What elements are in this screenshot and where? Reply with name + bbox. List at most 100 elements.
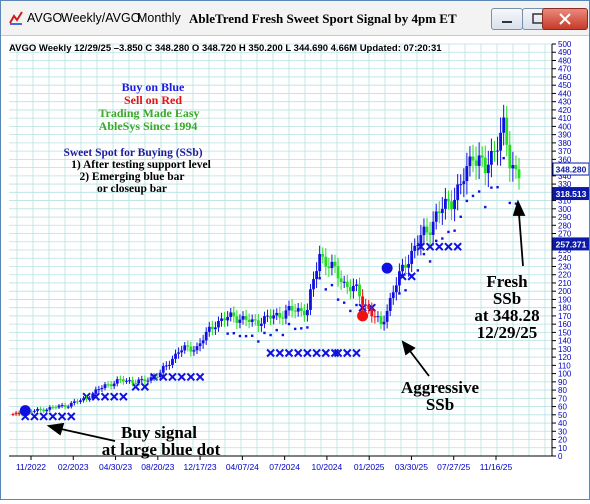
candle-body [103,384,107,389]
close-button[interactable] [542,8,588,30]
candle-body [54,407,58,409]
minimize-icon [502,21,512,23]
y-tick-label: 280 [558,221,572,230]
chart-panel[interactable]: 0 10 20 30 40 50 60 70 80 90 100 110 120 130 140 150 160… [1,36,590,499]
candle-body [514,165,518,170]
support-x-marker [67,412,76,421]
stop-dot [502,156,505,160]
candle-body [499,132,502,151]
legend-block: Buy on Blue Sell on Red Trading Made Eas… [63,80,210,195]
x-tick-label: 04/07/24 [226,462,259,472]
candle-body [471,156,475,161]
stop-dot [263,331,266,335]
stop-dot [226,332,229,335]
candle-body [30,411,33,413]
candle-body [186,345,190,347]
support-x-marker [131,382,140,391]
stop-dot [490,186,493,189]
y-tick-label: 400 [558,122,572,131]
y-tick-label: 370 [558,147,572,156]
candle-body [490,151,493,165]
candle-body [134,382,138,384]
candle-body [404,264,407,268]
candle-body [434,211,438,222]
candle-body [263,316,266,324]
support-x-marker [266,348,275,358]
candle-body [220,318,223,321]
quote-header: AVGO Weekly 12/29/25 –3.850 C 348.280 O … [9,43,442,54]
y-tick-label: 90 [558,378,567,387]
candle-body [394,285,398,293]
support-x-marker [321,348,331,358]
y-tick-label: 60 [558,403,567,412]
support-x-marker [343,348,352,358]
legend-sell: Sell on Red [124,93,182,107]
weekly-tab[interactable]: Weekly/AVGO [61,11,141,25]
y-tick-label: 150 [558,328,572,337]
candle-body [39,408,42,410]
stop-dot [293,327,297,331]
candle-body [88,398,92,400]
y-tick-label: 10 [558,444,567,453]
stop-dot [324,288,327,291]
stop-dot [349,309,352,313]
stop-dot [428,260,432,263]
y-tick-label: 340 [558,172,572,181]
candle-body [17,412,21,415]
candle-body [517,169,521,179]
support-x-marker [293,348,303,358]
symbol-label: AVGO [27,11,63,25]
stop-dot [269,333,272,337]
stop-dot [343,301,346,304]
candle-body [437,211,441,214]
support-x-marker [30,412,39,421]
x-tick-label: 12/17/23 [184,462,217,472]
candle-body [180,350,184,353]
stop-dot [484,205,487,209]
y-tick-label: 160 [558,320,572,329]
candle-body [272,315,276,319]
candle-body [11,414,15,416]
candle-body [388,298,392,311]
candle-body [42,409,46,412]
minimize-button[interactable] [491,8,523,30]
y-tick-label: 330 [558,180,572,189]
candle-body [462,181,466,185]
candle-body [352,285,355,292]
candle-body [450,201,453,210]
stop-dot [441,237,444,240]
support-x-marker [275,348,285,358]
candle-body [468,156,472,167]
candle-body [232,312,236,317]
candle-body [465,166,469,182]
fresh-note-3: at 348.28 [474,306,539,325]
candle-body [401,264,404,272]
signal-dots [19,262,393,417]
candle-body [143,379,147,382]
aggressive-note-2: SSb [426,395,454,414]
candle-body [296,308,300,312]
candle-body [109,384,113,387]
support-x-marker [109,392,119,401]
candle-body [201,340,205,344]
candle-body [266,315,269,317]
candle-body [204,331,208,341]
title-bar: AVGO Weekly/AVGO Monthly AbleTrend Fresh… [1,1,589,36]
candle-body [339,278,343,283]
candle-body [453,199,456,210]
y-tick-label: 50 [558,411,567,420]
stop-dot [287,322,291,326]
monthly-tab[interactable]: Monthly [137,11,181,25]
stop-dot [238,334,242,338]
price-chart[interactable]: 0102030405060708090100110120130140150160… [1,36,590,499]
arrow-aggressive [401,340,430,377]
candle-body [361,296,364,305]
candle-body [152,376,156,378]
candle-body [306,309,309,316]
candle-body [385,310,389,322]
candle-body [76,401,79,403]
candle-body [302,310,306,316]
candle-body [416,245,420,247]
x-tick-label: 07/2024 [269,462,300,472]
y-tick-label: 210 [558,279,572,288]
